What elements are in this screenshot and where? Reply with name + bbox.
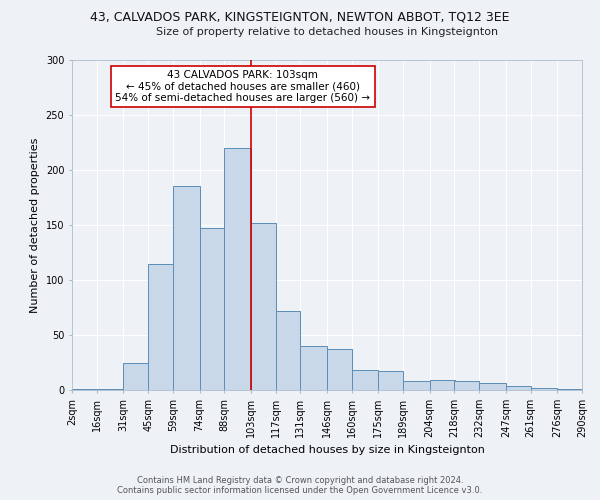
Title: Size of property relative to detached houses in Kingsteignton: Size of property relative to detached ho…	[156, 27, 498, 37]
Text: 43, CALVADOS PARK, KINGSTEIGNTON, NEWTON ABBOT, TQ12 3EE: 43, CALVADOS PARK, KINGSTEIGNTON, NEWTON…	[90, 10, 510, 23]
Bar	[148, 264, 173, 390]
Bar	[124, 362, 148, 390]
Y-axis label: Number of detached properties: Number of detached properties	[30, 138, 40, 312]
Bar	[301, 346, 327, 390]
Bar	[224, 148, 251, 390]
Bar	[479, 384, 506, 390]
Bar	[430, 380, 455, 390]
Bar	[557, 389, 582, 390]
Bar	[379, 372, 403, 390]
Bar	[530, 388, 557, 390]
Bar	[97, 389, 124, 390]
Bar	[173, 186, 199, 390]
X-axis label: Distribution of detached houses by size in Kingsteignton: Distribution of detached houses by size …	[170, 446, 484, 456]
Text: Contains HM Land Registry data © Crown copyright and database right 2024.
Contai: Contains HM Land Registry data © Crown c…	[118, 476, 482, 495]
Bar	[251, 223, 275, 390]
Bar	[352, 370, 379, 390]
Bar	[403, 381, 430, 390]
Bar	[455, 381, 479, 390]
Bar	[199, 228, 224, 390]
Bar	[275, 311, 301, 390]
Bar	[506, 386, 530, 390]
Bar	[327, 350, 352, 390]
Text: 43 CALVADOS PARK: 103sqm
← 45% of detached houses are smaller (460)
54% of semi-: 43 CALVADOS PARK: 103sqm ← 45% of detach…	[115, 70, 370, 103]
Bar	[72, 389, 97, 390]
